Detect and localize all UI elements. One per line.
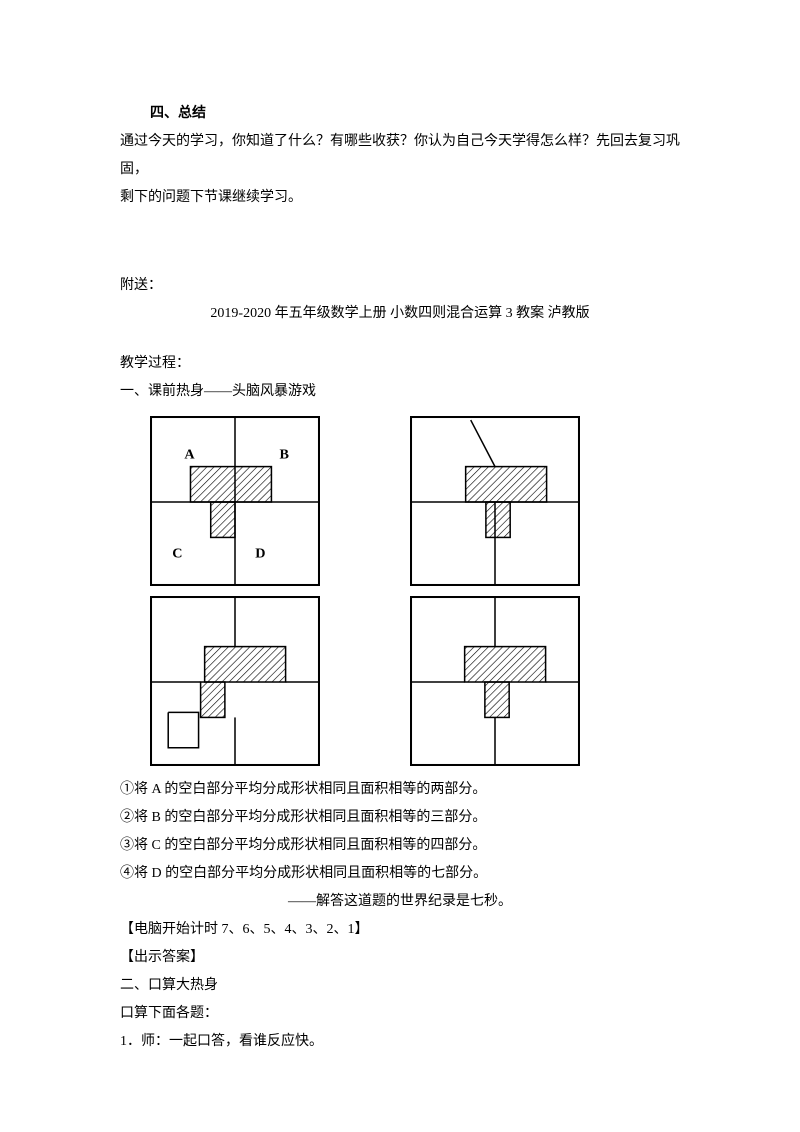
spacer	[120, 328, 680, 350]
question-3: ③将 C 的空白部分平均分成形状相同且面积相等的四部分。	[120, 832, 680, 860]
diagram-row-1: A B C D	[150, 416, 680, 586]
document-page: 四、总结 通过今天的学习，你知道了什么？有哪些收获？你认为自己今天学得怎么样？先…	[0, 0, 800, 1116]
section-4-line2: 剩下的问题下节课继续学习。	[120, 184, 680, 212]
show-answer-line: 【出示答案】	[120, 944, 680, 972]
question-2: ②将 B 的空白部分平均分成形状相同且面积相等的三部分。	[120, 804, 680, 832]
svg-text:D: D	[255, 546, 265, 562]
diagram-a: A B C D	[150, 416, 320, 586]
diagram-row-2	[150, 596, 680, 766]
section-4-heading: 四、总结	[150, 100, 680, 128]
question-1: ①将 A 的空白部分平均分成形状相同且面积相等的两部分。	[120, 776, 680, 804]
svg-text:B: B	[280, 447, 290, 463]
diagram-c	[150, 596, 320, 766]
oral-calc-line: 口算下面各题：	[120, 1000, 680, 1028]
section-4-line1: 通过今天的学习，你知道了什么？有哪些收获？你认为自己今天学得怎么样？先回去复习巩…	[120, 128, 680, 184]
question-4: ④将 D 的空白部分平均分成形状相同且面积相等的七部分。	[120, 860, 680, 888]
world-record-note: ——解答这道题的世界纪录是七秒。	[120, 888, 680, 916]
svg-text:C: C	[172, 546, 182, 562]
attachment-label: 附送：	[120, 272, 680, 300]
countdown-line: 【电脑开始计时 7、6、5、4、3、2、1】	[120, 916, 680, 944]
svg-text:A: A	[184, 447, 195, 463]
attachment-title: 2019-2020 年五年级数学上册 小数四则混合运算 3 教案 泸教版	[120, 300, 680, 328]
teacher-line: 1．师：一起口答，看谁反应快。	[120, 1028, 680, 1056]
spacer	[120, 212, 680, 272]
warmup-heading: 一、课前热身——头脑风暴游戏	[120, 378, 680, 406]
section-2-heading: 二、口算大热身	[120, 972, 680, 1000]
teaching-process: 教学过程：	[120, 350, 680, 378]
diagram-d	[410, 596, 580, 766]
diagram-b	[410, 416, 580, 586]
